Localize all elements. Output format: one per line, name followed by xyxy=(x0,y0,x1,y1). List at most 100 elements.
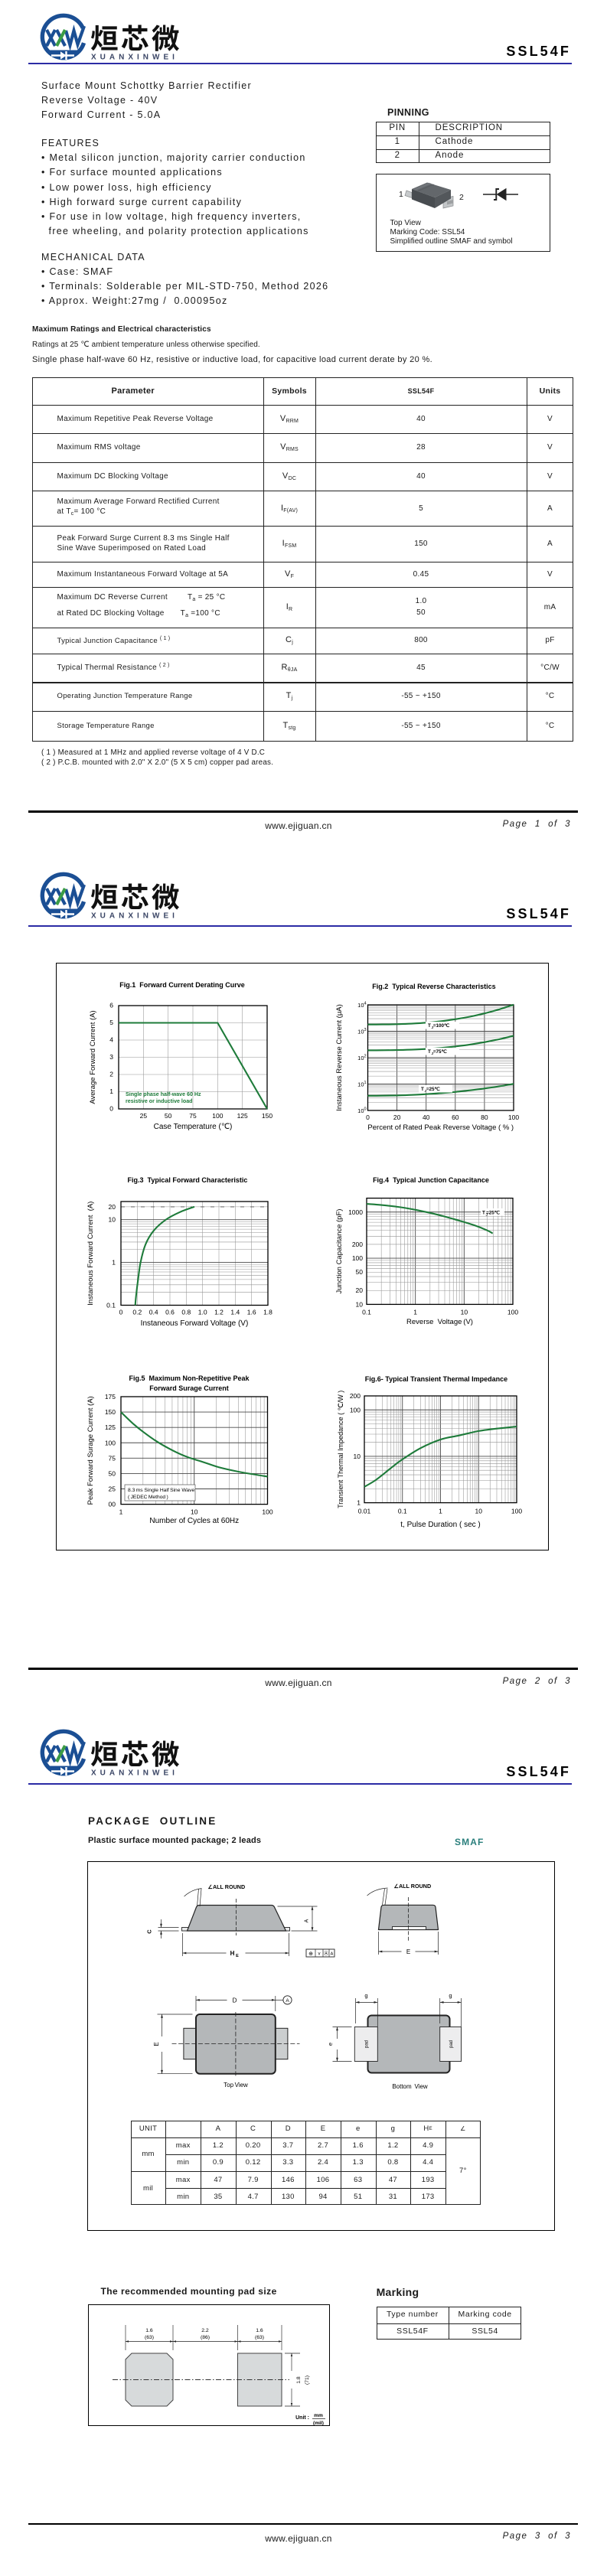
svg-text:Fig.4 Typical Junction Capaci: Fig.4 Typical Junction Capacitance xyxy=(373,1176,489,1184)
svg-text:g: g xyxy=(364,1992,367,1999)
svg-text:10: 10 xyxy=(357,1081,364,1088)
svg-text:Peak Forward Surage Current (A: Peak Forward Surage Current (A) xyxy=(86,1396,95,1505)
svg-text:125: 125 xyxy=(237,1112,248,1120)
svg-text:J: J xyxy=(486,1213,488,1217)
svg-text:60: 60 xyxy=(452,1114,459,1121)
svg-text:E: E xyxy=(406,1948,410,1955)
svg-text:( JEDEC Method ): ( JEDEC Method ) xyxy=(128,1495,168,1500)
svg-text:200: 200 xyxy=(352,1241,363,1248)
svg-text:Fig.5 Maximum Non-Repetitive: Fig.5 Maximum Non-Repetitive Peak xyxy=(129,1374,250,1382)
svg-text:10: 10 xyxy=(357,1002,364,1009)
svg-text:75: 75 xyxy=(109,1454,116,1462)
svg-text:0.8: 0.8 xyxy=(181,1309,191,1316)
svg-text:3: 3 xyxy=(109,1053,113,1061)
svg-text:1: 1 xyxy=(109,1087,113,1095)
svg-text:Forward Surage Current: Forward Surage Current xyxy=(149,1384,229,1392)
svg-text:0.2: 0.2 xyxy=(132,1309,142,1316)
svg-text:200: 200 xyxy=(350,1392,361,1400)
svg-text:20: 20 xyxy=(109,1203,116,1211)
svg-text:100: 100 xyxy=(262,1508,272,1516)
svg-text:1.6: 1.6 xyxy=(145,2328,153,2333)
svg-text:T =25℃: T =25℃ xyxy=(482,1211,500,1216)
svg-text:1.2: 1.2 xyxy=(214,1309,224,1316)
svg-text:v: v xyxy=(318,1952,320,1957)
svg-text:0.1: 0.1 xyxy=(362,1308,371,1316)
svg-text:∠ALL ROUND: ∠ALL ROUND xyxy=(207,1883,245,1890)
svg-text:Unit :: Unit : xyxy=(295,2415,309,2421)
svg-text:∠ALL ROUND: ∠ALL ROUND xyxy=(393,1883,431,1890)
svg-text:100: 100 xyxy=(105,1439,116,1446)
svg-text:40: 40 xyxy=(423,1114,430,1121)
svg-text:0.6: 0.6 xyxy=(165,1309,175,1316)
svg-text:1000: 1000 xyxy=(348,1208,363,1216)
svg-text:2.2: 2.2 xyxy=(201,2328,209,2333)
svg-text:T =25℃: T =25℃ xyxy=(421,1087,440,1092)
svg-text:1: 1 xyxy=(119,1508,123,1516)
svg-text:A: A xyxy=(304,1919,309,1922)
svg-text:A: A xyxy=(330,1952,333,1957)
svg-text:Instaneous Forward Voltage (V): Instaneous Forward Voltage (V) xyxy=(141,1319,249,1328)
svg-text:50: 50 xyxy=(109,1469,116,1477)
svg-text:(63): (63) xyxy=(145,2335,154,2340)
svg-text:100: 100 xyxy=(507,1308,518,1316)
svg-text:0: 0 xyxy=(119,1309,123,1316)
svg-text:E: E xyxy=(153,2042,160,2046)
svg-text:J: J xyxy=(425,1089,427,1093)
svg-text:resistive or inductive load: resistive or inductive load xyxy=(126,1098,193,1104)
svg-text:e: e xyxy=(327,2043,334,2046)
svg-text:(mil): (mil) xyxy=(313,2421,324,2426)
svg-text:Fig.6- Typical Transient Therm: Fig.6- Typical Transient Thermal Impedan… xyxy=(365,1375,507,1383)
svg-text:Fig.3 Typical Forward Charact: Fig.3 Typical Forward Characteristic xyxy=(128,1176,248,1184)
svg-text:1: 1 xyxy=(413,1308,417,1316)
svg-text:0.01: 0.01 xyxy=(358,1508,371,1515)
svg-text:Average Forward Current (A): Average Forward Current (A) xyxy=(89,1010,97,1104)
svg-text:Single phase half-wave 60 Hz: Single phase half-wave 60 Hz xyxy=(126,1091,201,1097)
svg-text:25: 25 xyxy=(109,1485,116,1493)
svg-text:H: H xyxy=(230,1950,234,1957)
svg-text:Instaneous Reverse Current (μA: Instaneous Reverse Current (μA) xyxy=(335,1004,344,1111)
svg-text:1.0: 1.0 xyxy=(198,1309,207,1316)
svg-text:1.4: 1.4 xyxy=(230,1309,240,1316)
svg-text:80: 80 xyxy=(481,1114,488,1121)
svg-text:4: 4 xyxy=(364,1002,367,1006)
svg-text:XUANXINWEI: XUANXINWEI xyxy=(91,1769,178,1778)
svg-text:1: 1 xyxy=(112,1259,116,1267)
svg-text:0: 0 xyxy=(366,1114,370,1121)
svg-text:g: g xyxy=(449,1992,452,1999)
svg-text:1: 1 xyxy=(439,1508,442,1515)
svg-text:10: 10 xyxy=(357,1029,364,1035)
svg-text:Ⓐ: Ⓐ xyxy=(323,1951,328,1957)
svg-text:1: 1 xyxy=(357,1499,361,1507)
svg-text:10: 10 xyxy=(475,1508,483,1515)
svg-text:10: 10 xyxy=(191,1508,198,1516)
svg-text:10: 10 xyxy=(461,1308,468,1316)
svg-text:75: 75 xyxy=(189,1112,197,1120)
svg-text:20: 20 xyxy=(356,1286,364,1294)
svg-text:Junction Capacitance (pF): Junction Capacitance (pF) xyxy=(335,1209,344,1294)
svg-text:Number of Cycles at 60Hz: Number of Cycles at 60Hz xyxy=(149,1517,239,1525)
svg-text:Fig.2 Typical Reverse Charact: Fig.2 Typical Reverse Characteristics xyxy=(372,983,495,990)
svg-text:100: 100 xyxy=(212,1112,223,1120)
svg-text:10: 10 xyxy=(354,1453,361,1460)
svg-text:Percent of Rated Peak Reverse: Percent of Rated Peak Reverse Voltage ( … xyxy=(367,1123,514,1132)
svg-text:mm: mm xyxy=(314,2413,323,2418)
svg-text:50: 50 xyxy=(356,1268,364,1276)
svg-text:1: 1 xyxy=(364,1081,367,1085)
svg-text:2: 2 xyxy=(109,1071,113,1078)
svg-text:10: 10 xyxy=(357,1107,364,1114)
svg-text:1.6: 1.6 xyxy=(256,2328,263,2333)
svg-text:4: 4 xyxy=(109,1036,113,1044)
svg-text:0: 0 xyxy=(109,1105,113,1113)
svg-text:100: 100 xyxy=(350,1406,361,1414)
svg-text:Bottom View: Bottom View xyxy=(392,2083,428,2090)
svg-text:00: 00 xyxy=(109,1501,116,1508)
svg-text:pad: pad xyxy=(449,2040,454,2048)
svg-text:1.6: 1.6 xyxy=(247,1309,256,1316)
svg-text:0.4: 0.4 xyxy=(149,1309,158,1316)
svg-text:125: 125 xyxy=(105,1423,116,1431)
svg-text:3: 3 xyxy=(364,1028,367,1032)
svg-text:6: 6 xyxy=(109,1002,113,1009)
svg-text:⊕: ⊕ xyxy=(308,1952,313,1957)
svg-text:50: 50 xyxy=(165,1112,172,1120)
svg-text:0.1: 0.1 xyxy=(106,1302,116,1309)
